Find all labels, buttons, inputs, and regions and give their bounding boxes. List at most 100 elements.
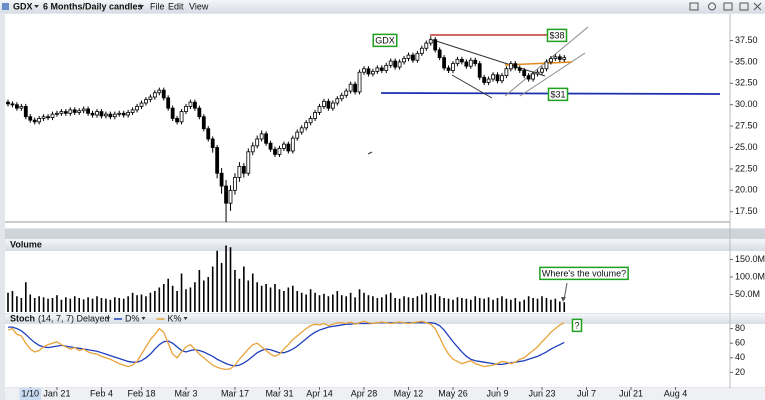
annotation: $38 [549, 30, 564, 40]
menu-view[interactable]: View [189, 1, 209, 11]
x-tick-label: Feb 4 [90, 388, 113, 398]
volume-bar [114, 297, 116, 312]
volume-bar [536, 298, 539, 312]
volume-bar [51, 298, 54, 312]
candle-body [121, 112, 126, 116]
volume-panel [5, 251, 730, 313]
price-panel [5, 14, 730, 228]
candle-body [6, 101, 10, 105]
candle-body [286, 143, 291, 152]
volume-bar [421, 294, 423, 312]
chart-layers: 17.50 20.00 22.50 25.00 27.50 30.00 32.50 35.00… [6, 28, 765, 400]
dropdown-arrow[interactable] [34, 5, 39, 8]
volume-bar [149, 292, 152, 312]
menu-edit[interactable]: Edit [168, 1, 184, 11]
candle-body [72, 109, 77, 113]
menu-file[interactable]: File [150, 1, 165, 11]
candle-body [259, 133, 264, 140]
dropdown-arrow[interactable] [141, 317, 146, 320]
volume-bar [211, 266, 214, 312]
x-axis-panel [5, 388, 765, 400]
candle-body [535, 71, 540, 75]
y-tick-label: 20.00 [735, 185, 758, 195]
volume-bar [514, 298, 517, 312]
channel-line[interactable] [432, 39, 546, 77]
x-tick-label: Mar 3 [174, 388, 197, 398]
candle-body [126, 112, 131, 116]
channel-line[interactable] [451, 74, 493, 99]
period[interactable]: 6 Months/Daily candles [43, 1, 143, 11]
volume-bar [403, 296, 405, 312]
volume-bar [309, 289, 312, 312]
candle-body [224, 185, 228, 204]
volume-bar [483, 298, 485, 312]
y-tick-label: 35.00 [735, 56, 758, 66]
volume-bar [198, 270, 201, 312]
candle-body [504, 68, 509, 77]
y-tick-label: 30.00 [735, 99, 758, 109]
stoch-title: Stoch [10, 313, 35, 323]
icon[interactable] [708, 2, 716, 11]
volume-bar [532, 298, 534, 312]
app-icon [2, 3, 9, 10]
x-tick-label: Jun 23 [528, 388, 555, 398]
volume-bar [234, 270, 236, 312]
volume-bar [407, 297, 410, 312]
annotation-box [547, 87, 569, 102]
dropdown-arrow[interactable] [139, 5, 144, 8]
volume-bar [38, 296, 40, 312]
price-axis-panel [730, 14, 765, 228]
candle-body [468, 59, 473, 67]
stoch-axis-panel [730, 324, 765, 387]
annotation-box [372, 33, 398, 48]
volume-bar [136, 295, 138, 312]
volume-bar [73, 296, 76, 312]
dropdown-arrow[interactable] [106, 317, 110, 320]
volume-bar [82, 299, 85, 312]
volume-bar [47, 298, 49, 312]
icon[interactable] [739, 2, 749, 11]
candle-body [477, 63, 482, 78]
volume-bar [550, 299, 552, 312]
volume-bar [563, 302, 566, 312]
volume-bar [385, 294, 388, 312]
stoch-line [7, 320, 565, 371]
candle-body [130, 109, 135, 113]
volume-bar [345, 296, 347, 312]
candle-body [59, 111, 64, 114]
candle-body [290, 137, 295, 152]
candle-body [491, 74, 495, 80]
annotation: ? [574, 320, 579, 330]
volume-bar [318, 295, 321, 312]
candle-body [522, 70, 527, 77]
candle-body [419, 47, 424, 54]
candle-body [451, 63, 455, 71]
symbol[interactable]: GDX [13, 1, 33, 11]
arrow-head [561, 297, 566, 302]
icon[interactable] [753, 2, 762, 11]
candle-body [544, 61, 549, 70]
dropdown-arrow[interactable] [183, 317, 188, 320]
volume-bar [158, 287, 161, 312]
volume-bar [527, 296, 530, 312]
candle-body [19, 106, 24, 109]
uptrend-line[interactable] [519, 52, 586, 97]
volume-bar [87, 297, 89, 312]
candle-body [317, 106, 322, 113]
candle-body [339, 94, 344, 100]
volume-bar [238, 278, 241, 312]
volume-axis-panel [730, 251, 765, 313]
volume-bar [122, 298, 125, 312]
volume-bar [251, 273, 254, 312]
volume-bar [541, 296, 543, 312]
candle-body [55, 112, 59, 115]
candle-body [215, 147, 220, 174]
candle-body [388, 60, 393, 66]
volume-bar [145, 296, 147, 312]
icon[interactable] [723, 2, 733, 11]
icon[interactable] [689, 2, 699, 11]
candle-body [10, 103, 15, 106]
candle-body [148, 96, 153, 100]
volume-bar [207, 277, 210, 312]
y-tick-label: 20 [735, 367, 745, 377]
